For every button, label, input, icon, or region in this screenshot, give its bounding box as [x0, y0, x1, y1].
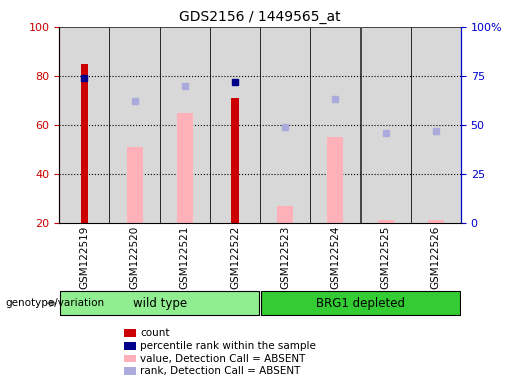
Text: genotype/variation: genotype/variation	[5, 298, 104, 308]
Bar	[328, 137, 344, 223]
Bar	[177, 113, 193, 223]
Bar	[231, 98, 239, 223]
Bar	[127, 147, 143, 223]
Bar	[428, 220, 444, 223]
Bar	[310, 27, 360, 223]
Text: wild type: wild type	[132, 297, 187, 310]
Bar	[410, 27, 461, 223]
Bar	[377, 220, 393, 223]
Text: count: count	[140, 328, 169, 338]
Text: value, Detection Call = ABSENT: value, Detection Call = ABSENT	[140, 354, 305, 364]
Text: percentile rank within the sample: percentile rank within the sample	[140, 341, 316, 351]
Bar	[80, 64, 88, 223]
Text: BRG1 depleted: BRG1 depleted	[316, 297, 405, 310]
FancyBboxPatch shape	[60, 291, 259, 316]
Text: rank, Detection Call = ABSENT: rank, Detection Call = ABSENT	[140, 366, 300, 376]
Title: GDS2156 / 1449565_at: GDS2156 / 1449565_at	[179, 10, 341, 25]
Bar	[210, 27, 260, 223]
Bar	[260, 27, 310, 223]
Bar	[109, 27, 160, 223]
Bar	[360, 27, 410, 223]
FancyBboxPatch shape	[261, 291, 460, 316]
Bar	[59, 27, 109, 223]
Bar	[160, 27, 210, 223]
Bar	[277, 205, 293, 223]
